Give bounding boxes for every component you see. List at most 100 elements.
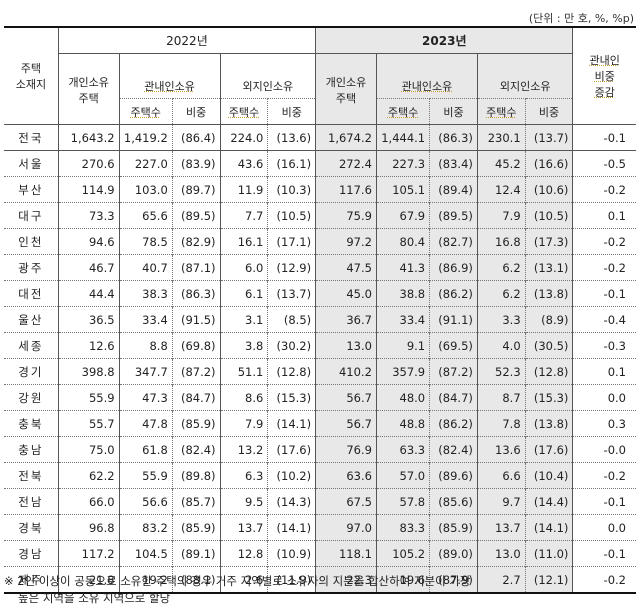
out-count-2022: 3.8	[219, 332, 268, 359]
in-region-header-2023: 관내인소유	[375, 53, 478, 99]
out-count-2023: 7.9	[476, 202, 526, 229]
region-cell: 전북	[4, 462, 59, 489]
in-count-2022: 227.0	[118, 150, 173, 177]
in-share-2023: (85.9)	[429, 514, 478, 541]
table-row: 서울 270.6 227.0 (83.9) 43.6 (16.1) 272.4 227.3 (8…	[4, 150, 636, 177]
out-count-2022: 13.2	[219, 436, 268, 463]
change-cell: -0.4	[572, 306, 636, 333]
total-2023: 1,674.2	[315, 124, 377, 151]
change-cell: 0.3	[572, 410, 636, 437]
in-region-header-2022: 관내인소유	[118, 53, 221, 99]
out-share-2023: (10.6)	[524, 176, 573, 203]
table-row: 경기 398.8 347.7 (87.2) 51.1 (12.8) 410.2 357.9 (8…	[4, 358, 636, 385]
table-row: 충북 55.7 47.8 (85.9) 7.9 (14.1) 56.7 48.8 (86.2) 7…	[4, 410, 636, 437]
in-count-2022: 38.3	[118, 280, 173, 307]
total-2023: 47.5	[315, 254, 377, 281]
out-share-2023: (10.4)	[524, 462, 573, 489]
out-region-header-2023: 외지인소유	[476, 53, 573, 99]
total-2023: 13.0	[315, 332, 377, 359]
total-2023: 67.5	[315, 488, 377, 515]
out-count-2022: 6.0	[219, 254, 268, 281]
in-count-2023: 9.1	[375, 332, 430, 359]
in-count-2023: 57.0	[375, 462, 430, 489]
out-count-2022: 8.6	[219, 384, 268, 411]
out-share-2023: (12.8)	[524, 358, 573, 385]
table-row: 경남 117.2 104.5 (89.1) 12.8 (10.9) 118.1 105.2 (8…	[4, 540, 636, 567]
table-row: 대전 44.4 38.3 (86.3) 6.1 (13.7) 45.0 38.8 (86.2) 6…	[4, 280, 636, 307]
in-share-2022: (85.9)	[171, 410, 221, 437]
change-cell: 0.1	[572, 358, 636, 385]
total-2022: 62.2	[57, 462, 120, 489]
out-count-2022: 6.1	[219, 280, 268, 307]
change-column-label: 관내인 비중 증감	[589, 54, 620, 99]
individual-owned-header-2022: 개인소유 주택	[57, 53, 120, 125]
out-count-2023: 7.8	[476, 410, 526, 437]
in-count-2023: 1,444.1	[375, 124, 430, 151]
out-share-2022: (13.7)	[267, 280, 316, 307]
out-share-2022: (16.1)	[267, 150, 316, 177]
out-share-2022: (10.9)	[267, 540, 316, 567]
total-2023: 117.6	[315, 176, 377, 203]
out-share-2023: (15.3)	[524, 384, 573, 411]
in-count-2022: 40.7	[118, 254, 173, 281]
in-share-2023: (86.2)	[429, 410, 478, 437]
region-cell: 대구	[4, 202, 59, 229]
in-count-2023: 63.3	[375, 436, 430, 463]
total-2022: 73.3	[57, 202, 120, 229]
total-2022: 270.6	[57, 150, 120, 177]
in-count-2022: 347.7	[118, 358, 173, 385]
in-share-2022: (89.7)	[171, 176, 221, 203]
in-share-2022: (83.9)	[171, 150, 221, 177]
total-2023: 36.7	[315, 306, 377, 333]
in-share-2022: (86.4)	[171, 124, 221, 151]
total-2023: 56.7	[315, 384, 377, 411]
total-2023: 45.0	[315, 280, 377, 307]
in-share-2023: (86.9)	[429, 254, 478, 281]
region-cell: 경남	[4, 540, 59, 567]
in-share-2022: (89.8)	[171, 462, 221, 489]
out-share-2022: (13.6)	[267, 124, 316, 151]
total-2022: 94.6	[57, 228, 120, 255]
in-share-2022: (85.7)	[171, 488, 221, 515]
out-share-2023: (17.6)	[524, 436, 573, 463]
total-2023: 56.7	[315, 410, 377, 437]
in-count-2023: 67.9	[375, 202, 430, 229]
change-cell: -0.2	[572, 176, 636, 203]
change-cell: 0.1	[572, 202, 636, 229]
region-cell: 충북	[4, 410, 59, 437]
in-share-2022: (91.5)	[171, 306, 221, 333]
in-share-2022: (88.1)	[171, 566, 221, 593]
in-share-2023: (69.5)	[429, 332, 478, 359]
in-share-2022: (87.2)	[171, 358, 221, 385]
in-count-2022: 47.3	[118, 384, 173, 411]
table-row: 전북 62.2 55.9 (89.8) 6.3 (10.2) 63.6 57.0 (89.6) 6…	[4, 462, 636, 489]
out-share-2023: (14.4)	[524, 488, 573, 515]
out-count-2023: 12.4	[476, 176, 526, 203]
house-count-header: 주택수	[118, 98, 173, 125]
out-count-2022: 7.9	[219, 410, 268, 437]
in-share-2022: (82.9)	[171, 228, 221, 255]
total-2022: 114.9	[57, 176, 120, 203]
in-count-2022: 56.6	[118, 488, 173, 515]
in-share-2023: (82.7)	[429, 228, 478, 255]
out-count-2023: 2.7	[476, 566, 526, 593]
in-share-2022: (89.5)	[171, 202, 221, 229]
region-cell: 충남	[4, 436, 59, 463]
region-cell: 서울	[18, 156, 44, 171]
in-count-2022: 55.9	[118, 462, 173, 489]
out-share-2022: (30.2)	[267, 332, 316, 359]
in-share-2023: (91.1)	[429, 306, 478, 333]
individual-owned-header-2023: 개인소유 주택	[315, 53, 377, 125]
out-count-2023: 13.6	[476, 436, 526, 463]
change-cell: 0.0	[572, 514, 636, 541]
out-count-2023: 13.7	[476, 514, 526, 541]
in-region-label: 관내인소유	[401, 80, 453, 93]
in-share-2023: (89.6)	[429, 462, 478, 489]
change-cell: -0.2	[572, 462, 636, 489]
house-count-header: 주택수	[476, 98, 526, 125]
change-cell: -0.2	[572, 254, 636, 281]
region-cell: 제주	[4, 566, 59, 593]
in-share-2023: (89.5)	[429, 202, 478, 229]
out-count-2022: 43.6	[219, 150, 268, 177]
in-share-2023: (82.4)	[429, 436, 478, 463]
